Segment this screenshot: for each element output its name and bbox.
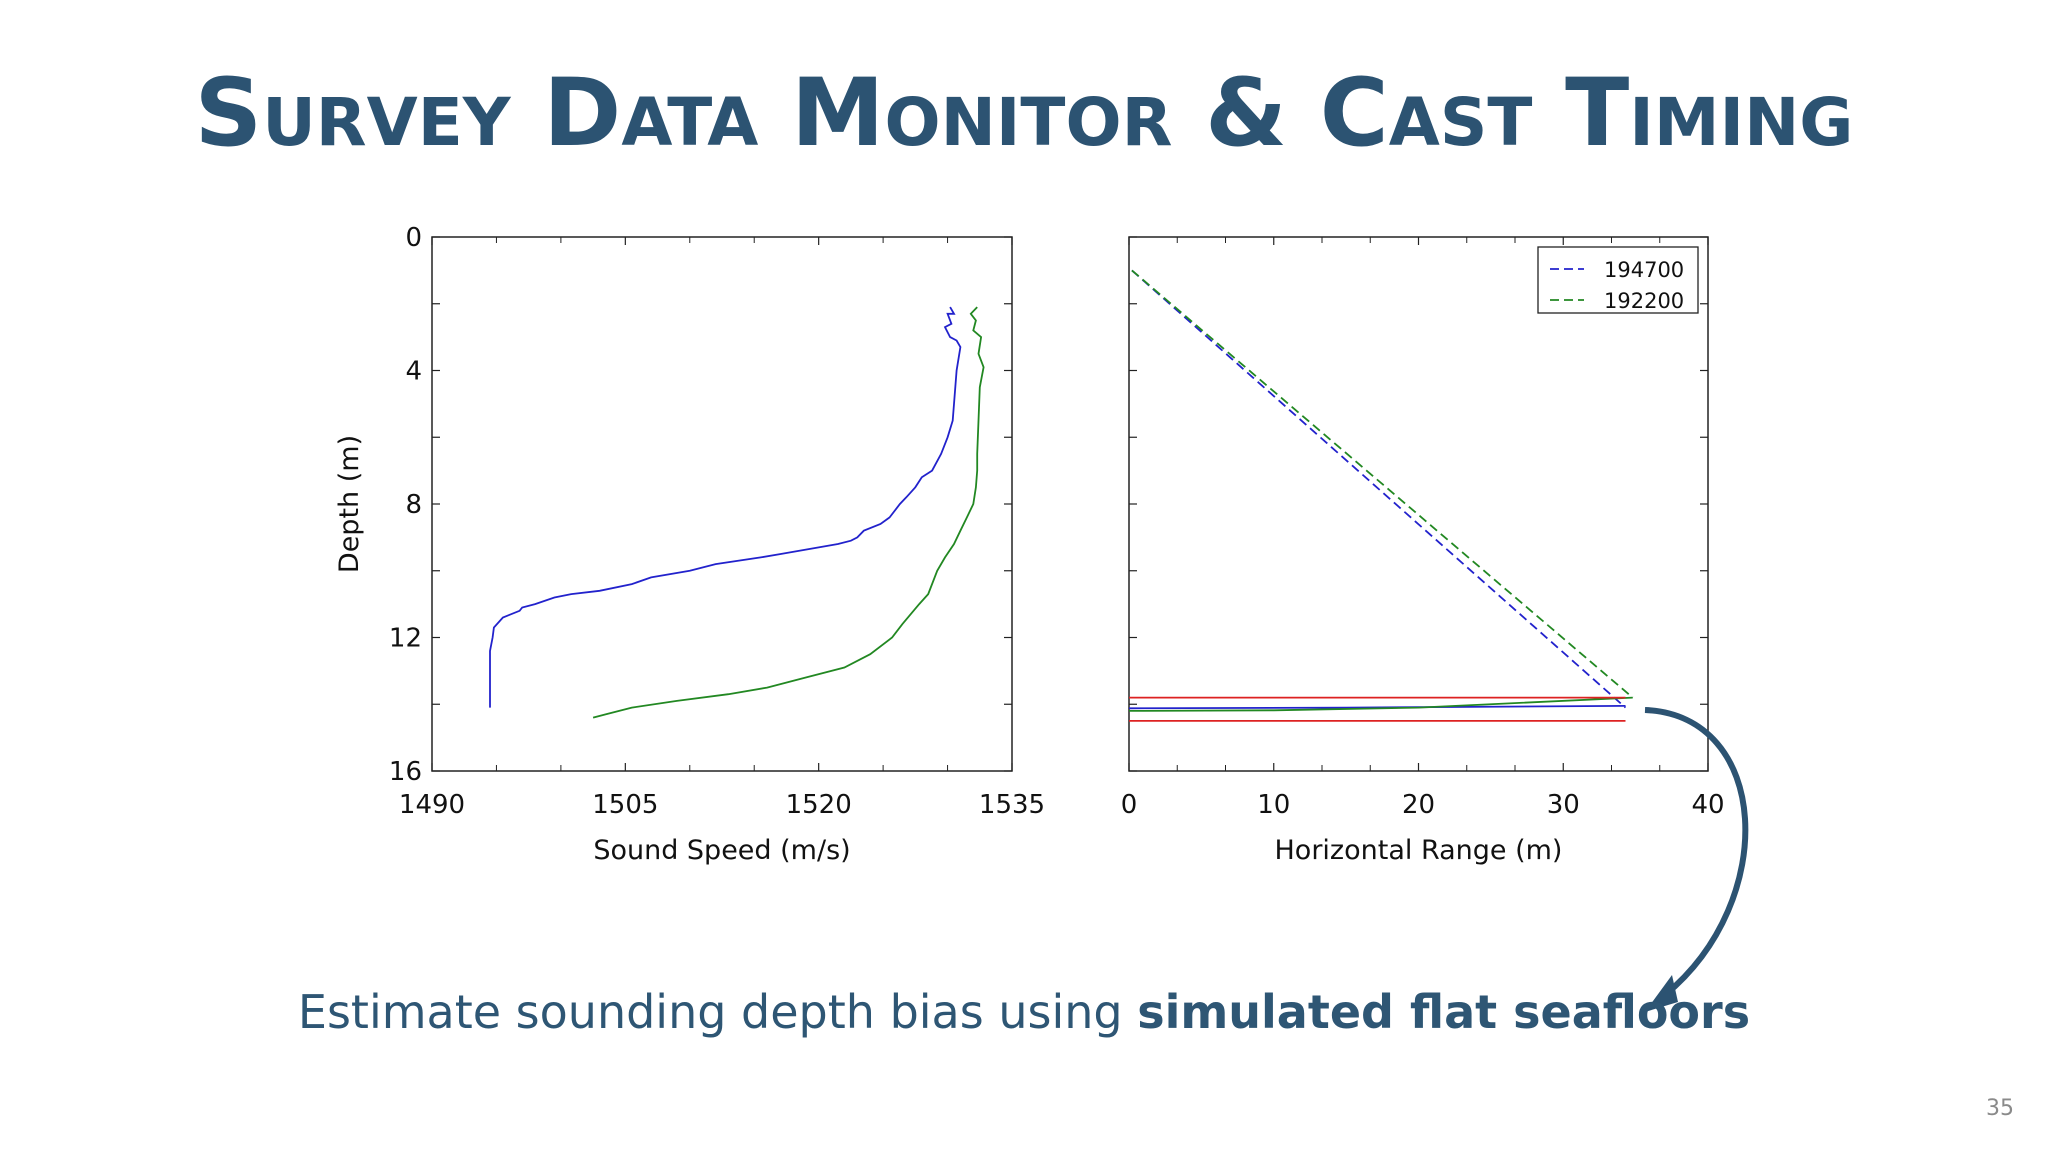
x-tick-label: 1490: [399, 790, 465, 820]
arrow-head-icon: [1645, 975, 1678, 1012]
series-line: [592, 306, 985, 719]
y-tick-label: 0: [405, 223, 422, 253]
series-line: [1131, 269, 1634, 699]
x-tick-label: 20: [1402, 790, 1435, 820]
slide-title: Survey Data Monitor & Cast Timing: [194, 59, 1854, 168]
sound-speed-chart: 1490 1505 1520 1535 0 4 8 12 16 Sound Speed (m/s)…: [334, 223, 1045, 866]
series-line: [1131, 269, 1627, 709]
x-tick-label: 10: [1257, 790, 1290, 820]
x-axis-label: Sound Speed (m/s): [593, 835, 850, 866]
caption-bold-text: simulated flat seafloors: [1137, 985, 1751, 1039]
x-tick-label: 1535: [979, 790, 1045, 820]
slide-caption: Estimate sounding depth bias using simul…: [0, 985, 2048, 1039]
caption-text: Estimate sounding depth bias using: [297, 985, 1138, 1039]
series-line: [1128, 705, 1626, 710]
series-line: [489, 306, 962, 708]
curved-arrow-icon: [1644, 707, 1749, 998]
x-tick-label: 1505: [592, 790, 658, 820]
series-line: [1128, 696, 1633, 712]
legend-label: 194700: [1604, 258, 1684, 282]
y-tick-label: 12: [389, 624, 422, 654]
y-tick-label: 8: [405, 490, 422, 520]
x-tick-label: 30: [1547, 790, 1580, 820]
ray-trace-chart: 0 10 20 30 40 Horizontal Range (m) 194700 19220…: [1121, 236, 1725, 866]
y-tick-label: 16: [389, 757, 422, 787]
x-tick-label: 1520: [786, 790, 852, 820]
legend-label: 192200: [1604, 289, 1684, 313]
x-tick-label: 40: [1691, 790, 1724, 820]
plot-frame: [1128, 236, 1709, 772]
x-axis-label: Horizontal Range (m): [1275, 835, 1563, 866]
page-number: 35: [1986, 1096, 2014, 1121]
y-tick-label: 4: [405, 357, 422, 387]
legend-box: [1537, 246, 1699, 314]
x-tick-label: 0: [1121, 790, 1138, 820]
plot-frame: [431, 236, 1013, 772]
y-axis-label: Depth (m): [334, 435, 365, 573]
